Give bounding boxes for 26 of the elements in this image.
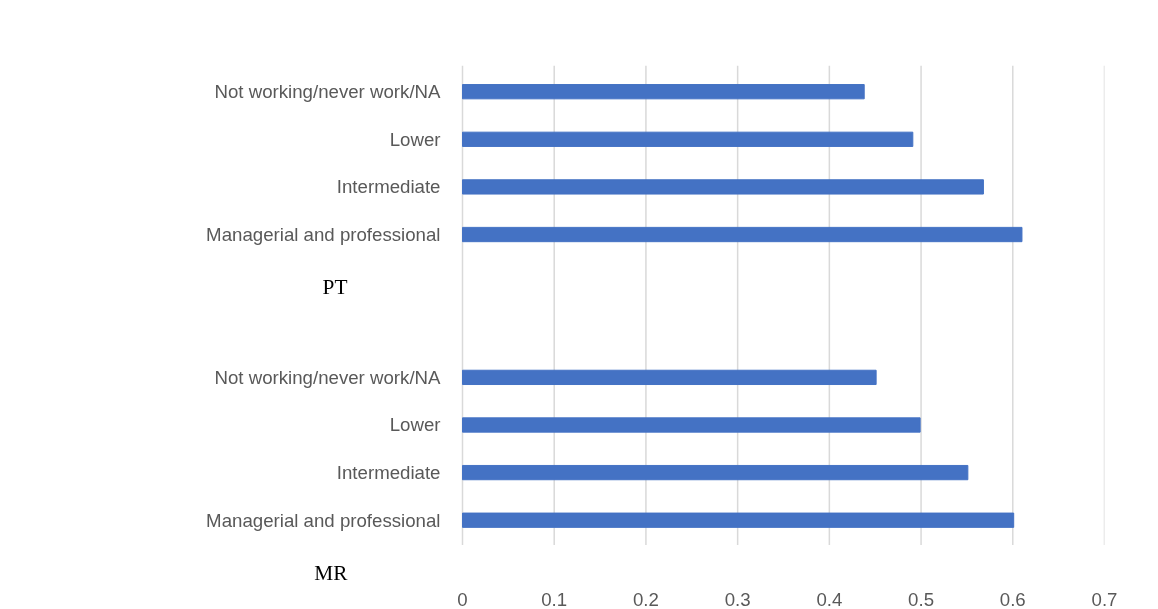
x-tick-label: 0.3	[724, 588, 751, 609]
x-tick-label: 0.5	[908, 588, 935, 609]
x-tick-label: 0.7	[1091, 588, 1118, 609]
bar	[462, 417, 921, 433]
bar	[462, 512, 1015, 528]
bar	[462, 369, 877, 386]
bar	[462, 131, 914, 147]
x-tick-label: 0.1	[541, 588, 568, 609]
y-tick-label: Not working/never work/NA	[214, 366, 442, 388]
x-tick-label: 0.4	[816, 588, 843, 609]
x-tick-label: 0	[457, 588, 468, 609]
bar	[462, 84, 865, 100]
y-tick-label: Not working/never work/NA	[214, 81, 442, 103]
y-tick-label: Managerial and professional	[206, 224, 441, 246]
y-tick-label: Lower	[389, 414, 441, 436]
y-tick-label: Intermediate	[336, 176, 441, 198]
y-tick-label: Managerial and professional	[206, 509, 441, 531]
text: MR	[314, 560, 349, 585]
bar	[462, 464, 969, 481]
bar	[462, 179, 984, 195]
text: PT	[322, 274, 348, 299]
x-tick-label: 0.2	[632, 588, 659, 609]
y-tick-label: Lower	[389, 128, 441, 150]
y-tick-label: Intermediate	[336, 462, 441, 484]
x-tick-label: 0.6	[999, 588, 1026, 609]
bar	[462, 226, 1023, 243]
